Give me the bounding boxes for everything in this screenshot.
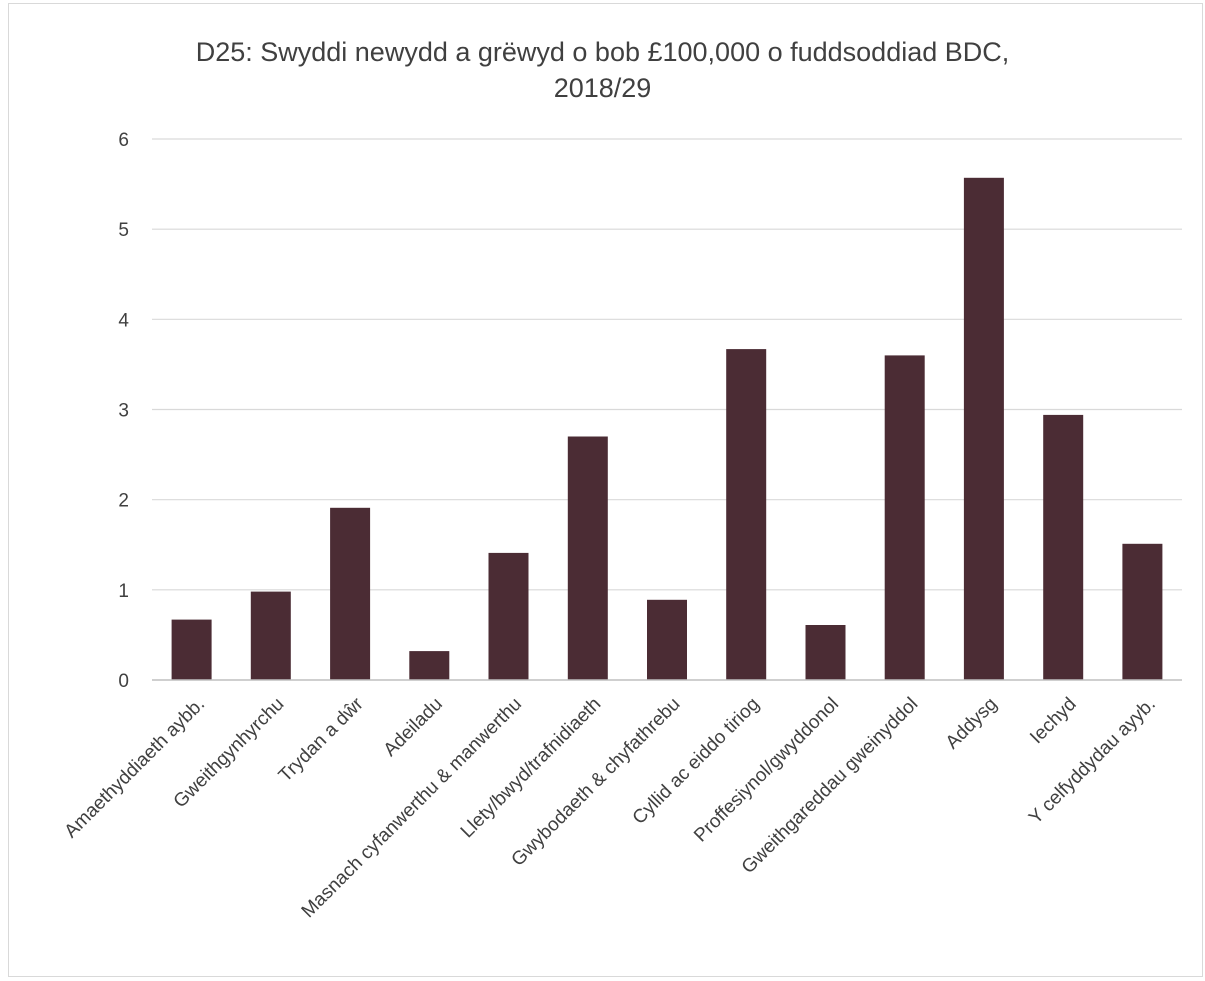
bar — [1122, 543, 1163, 680]
bar — [1043, 414, 1084, 680]
bar — [171, 619, 212, 680]
bar — [726, 349, 767, 680]
x-tick-label: Llety/bwyd/trafnidiaeth — [457, 694, 606, 843]
y-tick-label: 3 — [118, 401, 129, 422]
x-axis-tick-labels: Amaethyddiaeth aybb.GweithgynhyrchuTryda… — [61, 693, 1160, 922]
y-tick-label: 5 — [118, 220, 129, 241]
y-tick-label: 6 — [118, 130, 129, 151]
gridlines — [152, 138, 1182, 591]
x-tick-label: Proffesiynol/gwyddonol — [690, 694, 843, 847]
y-axis-tick-labels: 0 1 2 3 4 5 6 — [118, 130, 129, 692]
bar — [488, 552, 529, 680]
bar — [884, 355, 925, 680]
bar — [409, 651, 450, 680]
y-tick-label: 1 — [118, 581, 129, 602]
x-tick-label: Adeiladu — [380, 694, 447, 761]
chart-title-line-1: D25: Swyddi newydd a grëwyd o bob £100,0… — [195, 37, 1010, 67]
x-tick-label: Trydan a dŵr — [275, 693, 368, 786]
bar — [805, 625, 846, 680]
y-tick-label: 2 — [118, 491, 129, 512]
x-tick-label: Gwybodaeth & chyfathrebu — [508, 694, 685, 871]
bar — [330, 507, 371, 680]
bar — [567, 436, 608, 680]
y-tick-label: 4 — [118, 310, 129, 331]
x-tick-label: Amaethyddiaeth aybb. — [61, 694, 210, 843]
y-tick-label: 0 — [118, 671, 129, 692]
chart-title: D25: Swyddi newydd a grëwyd o bob £100,0… — [0, 34, 1205, 106]
bar — [647, 599, 687, 680]
bar — [250, 591, 291, 680]
x-tick-label: Iechyd — [1026, 694, 1080, 748]
chart-title-line-2: 2018/29 — [553, 73, 652, 103]
bar — [963, 177, 1004, 681]
bars — [171, 177, 1163, 681]
x-tick-label: Addysg — [942, 694, 1002, 754]
